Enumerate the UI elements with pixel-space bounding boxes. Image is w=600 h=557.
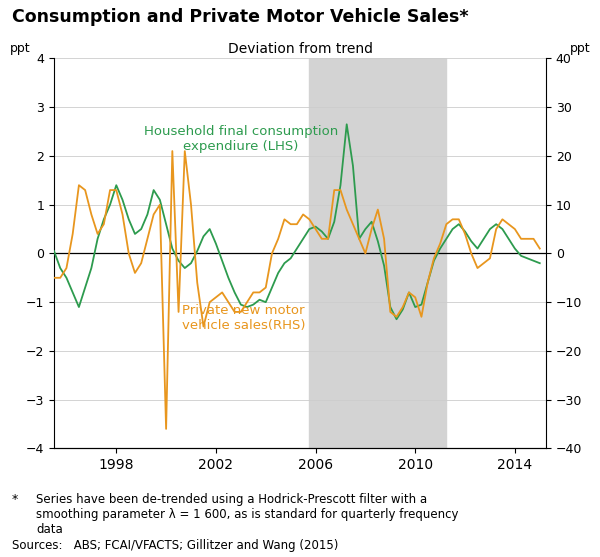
Text: Private new motor
vehicle sales(RHS): Private new motor vehicle sales(RHS) — [182, 304, 305, 332]
Text: ppt: ppt — [569, 42, 590, 55]
Text: *: * — [12, 493, 18, 506]
Text: ppt: ppt — [10, 42, 31, 55]
Text: Deviation from trend: Deviation from trend — [227, 42, 373, 56]
Text: Series have been de-trended using a Hodrick-Prescott filter with a
smoothing par: Series have been de-trended using a Hodr… — [36, 493, 458, 536]
Text: Consumption and Private Motor Vehicle Sales*: Consumption and Private Motor Vehicle Sa… — [12, 8, 469, 26]
Text: Household final consumption
expendiure (LHS): Household final consumption expendiure (… — [144, 125, 338, 153]
Bar — [310, 58, 446, 448]
Text: Sources:   ABS; FCAI/VFACTS; Gillitzer and Wang (2015): Sources: ABS; FCAI/VFACTS; Gillitzer and… — [12, 539, 338, 552]
